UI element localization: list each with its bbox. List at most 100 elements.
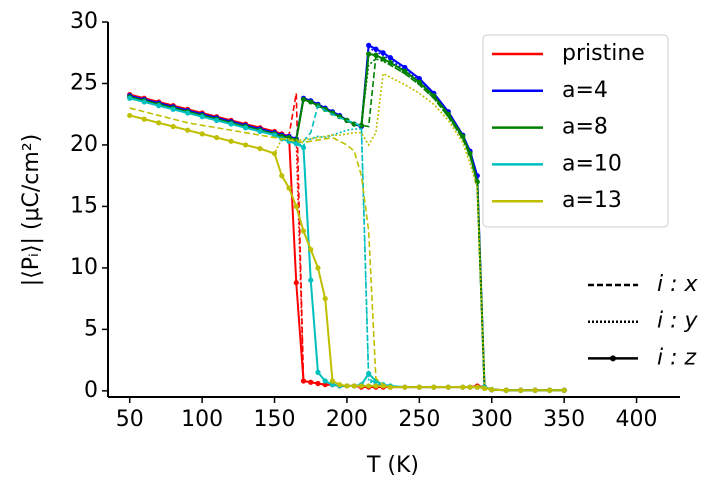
legend-label: a=8 bbox=[562, 115, 608, 140]
x-tick-label: 100 bbox=[181, 407, 223, 432]
data-point bbox=[402, 384, 408, 390]
data-point bbox=[279, 173, 285, 179]
legend-label: a=4 bbox=[562, 78, 608, 103]
data-point bbox=[547, 387, 553, 393]
data-point bbox=[300, 144, 307, 151]
data-point bbox=[228, 121, 234, 127]
data-point bbox=[199, 131, 205, 137]
data-point bbox=[293, 141, 299, 147]
data-point bbox=[431, 384, 437, 390]
data-point bbox=[308, 246, 314, 253]
data-point bbox=[445, 384, 451, 390]
y-tick-label: 0 bbox=[84, 378, 98, 403]
data-point bbox=[387, 384, 393, 390]
data-point bbox=[170, 106, 176, 112]
data-point bbox=[373, 383, 379, 389]
data-point bbox=[561, 387, 567, 393]
data-point bbox=[344, 383, 350, 389]
data-point bbox=[315, 380, 321, 387]
data-point bbox=[373, 52, 379, 58]
data-point bbox=[402, 68, 408, 74]
x-tick-label: 250 bbox=[398, 407, 440, 432]
data-point bbox=[308, 277, 314, 283]
data-point bbox=[141, 99, 147, 105]
data-point bbox=[308, 99, 314, 105]
data-point bbox=[387, 55, 393, 61]
data-point bbox=[416, 384, 422, 390]
data-point bbox=[308, 379, 314, 385]
data-point bbox=[293, 203, 299, 210]
data-point bbox=[300, 228, 307, 234]
data-point bbox=[293, 280, 299, 286]
series-line bbox=[129, 72, 565, 392]
data-point bbox=[242, 142, 249, 148]
data-point bbox=[402, 64, 408, 71]
data-point bbox=[141, 116, 147, 122]
data-point bbox=[460, 384, 466, 390]
data-point bbox=[185, 127, 191, 133]
y-tick-label: 30 bbox=[70, 9, 98, 34]
data-point bbox=[366, 383, 372, 389]
data-point bbox=[467, 384, 473, 390]
data-point bbox=[467, 150, 473, 157]
y-tick-label: 25 bbox=[70, 70, 98, 95]
data-point bbox=[358, 122, 365, 128]
x-tick-label: 400 bbox=[616, 407, 658, 432]
data-point bbox=[387, 59, 393, 66]
legend-label: pristine bbox=[562, 41, 645, 66]
x-tick-label: 150 bbox=[254, 407, 296, 432]
data-point bbox=[127, 95, 133, 101]
y-axis-label: |⟨Pᵢ⟩| (μC/cm²) bbox=[19, 134, 44, 286]
data-point bbox=[242, 125, 249, 131]
data-point bbox=[518, 387, 524, 393]
data-point bbox=[373, 46, 379, 52]
data-point bbox=[366, 371, 372, 377]
data-point bbox=[127, 112, 133, 119]
x-tick-label: 350 bbox=[543, 407, 585, 432]
data-point bbox=[380, 56, 386, 62]
data-point bbox=[170, 123, 176, 130]
x-tick-label: 300 bbox=[471, 407, 513, 432]
data-point bbox=[300, 96, 307, 103]
data-point bbox=[315, 265, 321, 271]
data-point bbox=[257, 146, 263, 152]
data-point bbox=[199, 114, 205, 120]
data-point bbox=[156, 103, 162, 109]
data-point bbox=[329, 378, 336, 384]
data-point bbox=[351, 383, 357, 389]
data-point bbox=[431, 93, 437, 99]
data-point bbox=[460, 133, 466, 139]
data-point bbox=[322, 296, 328, 302]
data-point bbox=[214, 117, 220, 123]
y-tick-label: 10 bbox=[70, 255, 98, 280]
x-tick-label: 200 bbox=[326, 407, 368, 432]
data-point bbox=[300, 378, 307, 384]
data-point bbox=[445, 111, 451, 117]
data-point bbox=[185, 110, 191, 116]
data-point bbox=[322, 378, 328, 384]
data-point bbox=[228, 138, 234, 144]
legend-label: a=13 bbox=[562, 188, 622, 213]
data-point bbox=[257, 128, 263, 135]
legend-label: i : y bbox=[657, 309, 699, 334]
data-point bbox=[286, 185, 292, 191]
data-point bbox=[366, 51, 372, 57]
data-point bbox=[271, 132, 278, 138]
data-point bbox=[315, 369, 321, 376]
data-point bbox=[156, 120, 162, 126]
x-axis-label: T (K) bbox=[366, 453, 419, 478]
y-tick-label: 5 bbox=[84, 316, 98, 341]
data-point bbox=[322, 382, 328, 388]
legend-label: i : x bbox=[657, 272, 699, 297]
data-point bbox=[337, 382, 343, 388]
data-point bbox=[366, 42, 372, 48]
data-point bbox=[532, 387, 538, 393]
data-point bbox=[503, 387, 509, 393]
data-point bbox=[481, 385, 488, 391]
data-point bbox=[380, 50, 386, 56]
legend-frame bbox=[482, 34, 669, 228]
data-point bbox=[380, 383, 386, 389]
legend-label: a=10 bbox=[562, 151, 622, 176]
